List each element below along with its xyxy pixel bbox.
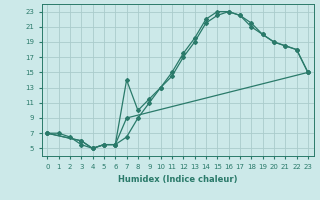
X-axis label: Humidex (Indice chaleur): Humidex (Indice chaleur) xyxy=(118,175,237,184)
